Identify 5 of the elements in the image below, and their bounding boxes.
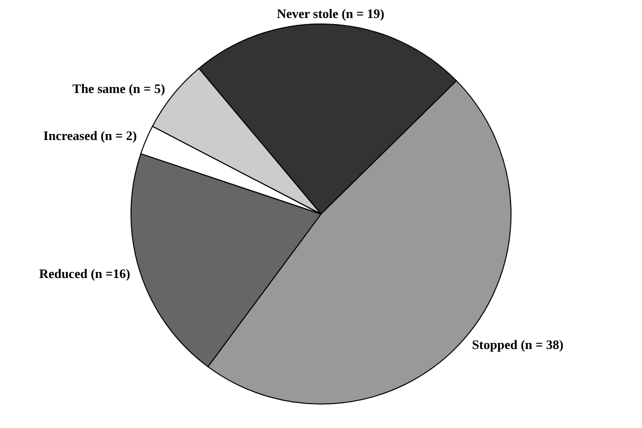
slice-label: Stopped (n = 38) <box>472 337 564 352</box>
slice-label: Reduced (n =16) <box>39 266 130 282</box>
slice-label: Increased (n = 2) <box>43 128 137 143</box>
slice-label: The same (n = 5) <box>72 80 166 96</box>
slice-label: Never stole (n = 19) <box>276 6 384 22</box>
